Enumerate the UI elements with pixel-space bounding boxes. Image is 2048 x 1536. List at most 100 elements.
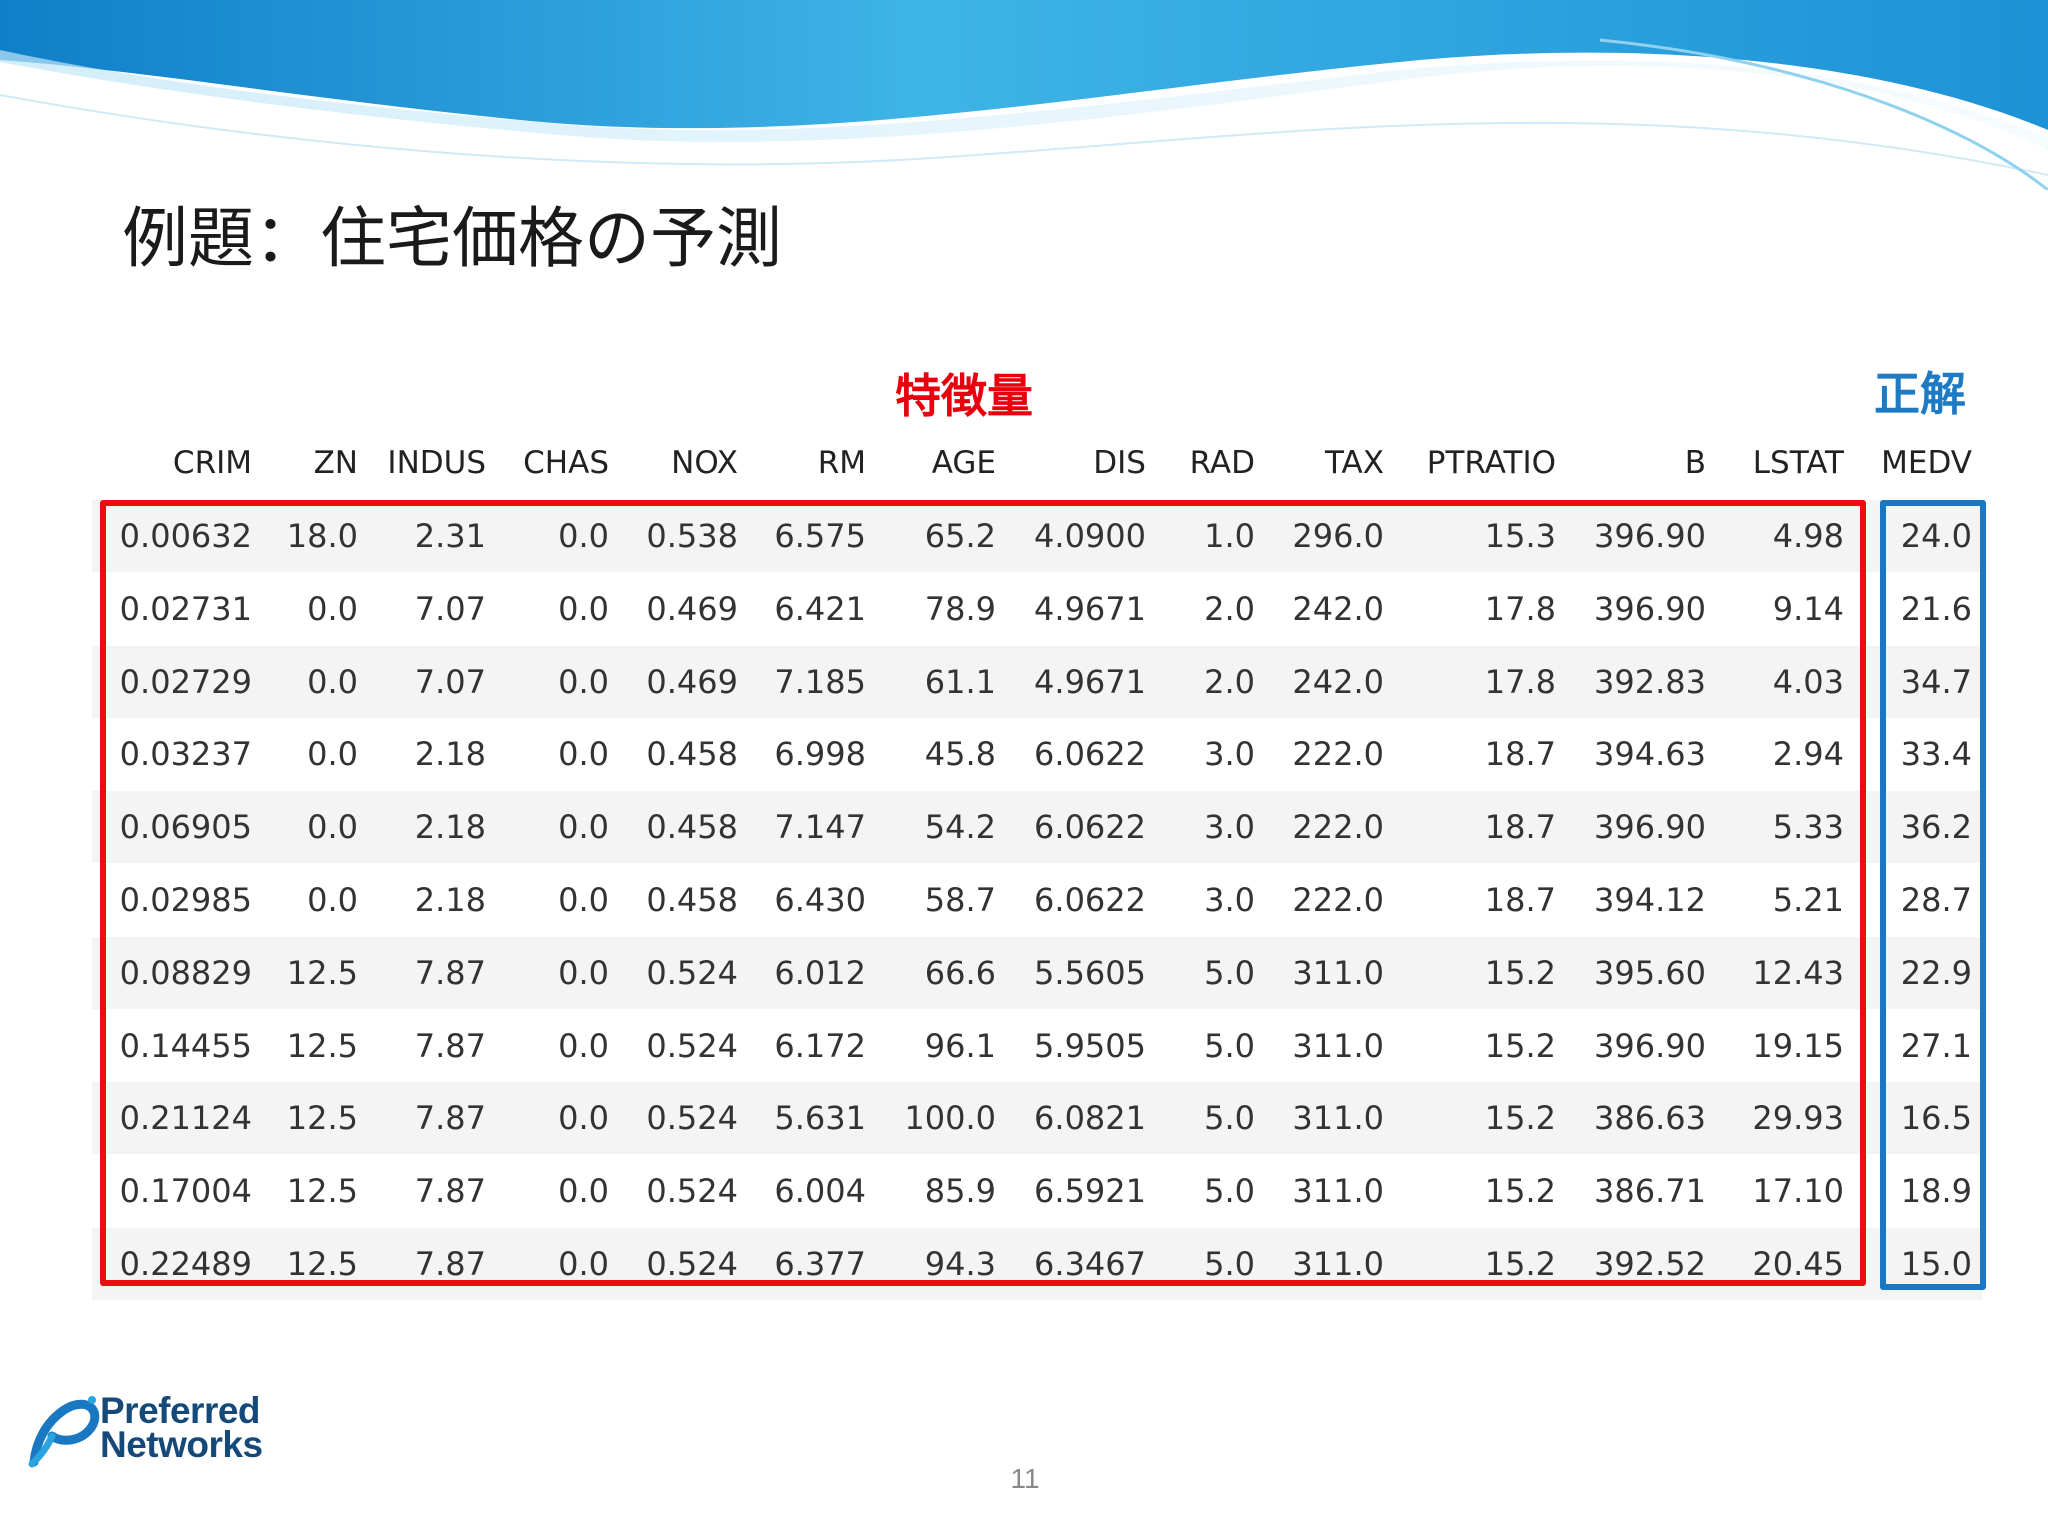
table-cell: 7.07 xyxy=(414,589,486,628)
table-cell: 0.00632 xyxy=(119,517,252,555)
table-cell: 18.0 xyxy=(286,517,358,555)
table-cell: 94.3 xyxy=(924,1245,996,1283)
table-cell: 0.02985 xyxy=(119,881,252,919)
table-cell: 396.90 xyxy=(1594,808,1706,847)
table-cell: 12.43 xyxy=(1752,953,1844,992)
table-cell: 5.33 xyxy=(1772,808,1844,847)
table-cell: 5.0 xyxy=(1204,1026,1255,1065)
table-cell: 29.93 xyxy=(1752,1099,1844,1138)
table-cell: 0.0 xyxy=(558,1172,609,1211)
table-cell: 5.631 xyxy=(774,1099,866,1138)
target-cell: 15.0 xyxy=(1900,1245,1972,1283)
table-cell: 0.524 xyxy=(646,1099,738,1138)
table-cell: 386.63 xyxy=(1594,1099,1706,1138)
table-cell: 2.18 xyxy=(414,881,486,919)
table-cell: 45.8 xyxy=(924,735,996,774)
table-cell: 5.21 xyxy=(1772,881,1844,919)
table-cell: 0.538 xyxy=(646,517,738,555)
table-cell: 0.524 xyxy=(646,1026,738,1065)
table-cell: 2.18 xyxy=(414,735,486,774)
page-number: 11 xyxy=(1010,1463,1040,1494)
table-cell: 7.87 xyxy=(414,1172,486,1211)
table-cell: 7.87 xyxy=(414,1099,486,1138)
column-header: RAD xyxy=(1189,445,1255,481)
table-cell: 18.7 xyxy=(1484,881,1556,919)
table-cell: 0.0 xyxy=(558,881,609,919)
column-header: TAX xyxy=(1325,445,1384,481)
table-cell: 0.02731 xyxy=(119,589,252,628)
table-cell: 394.12 xyxy=(1594,881,1706,919)
table-cell: 15.2 xyxy=(1484,1172,1556,1211)
target-cell: 33.4 xyxy=(1900,735,1972,774)
table-cell: 2.18 xyxy=(414,808,486,847)
slide-title: 例題：住宅価格の予測 xyxy=(122,200,782,277)
column-header: RM xyxy=(817,445,866,481)
table-cell: 0.0 xyxy=(558,953,609,992)
table-cell: 296.0 xyxy=(1292,517,1384,555)
row-stripe xyxy=(92,500,1982,572)
table-cell: 12.5 xyxy=(286,1245,358,1283)
table-cell: 4.98 xyxy=(1772,517,1844,555)
table-cell: 15.2 xyxy=(1484,1245,1556,1283)
table-cell: 242.0 xyxy=(1292,589,1384,628)
pfn-logo-icon xyxy=(28,1396,100,1468)
row-stripe xyxy=(92,645,1982,718)
target-cell: 21.6 xyxy=(1900,589,1972,628)
preferred-networks-logo: Preferred Networks xyxy=(26,1392,326,1468)
table-cell: 12.5 xyxy=(286,1172,358,1211)
table-cell: 0.02729 xyxy=(119,662,252,701)
table-cell: 222.0 xyxy=(1292,808,1384,847)
table-cell: 4.03 xyxy=(1772,662,1844,701)
table-cell: 0.0 xyxy=(307,735,358,774)
table-cell: 6.575 xyxy=(774,517,866,555)
table-cell: 12.5 xyxy=(286,1026,358,1065)
logo-wordmark: Preferred Networks xyxy=(100,1392,263,1463)
column-header: INDUS xyxy=(387,445,486,481)
table-cell: 15.2 xyxy=(1484,1099,1556,1138)
table-cell: 0.0 xyxy=(558,735,609,774)
column-header: ZN xyxy=(313,445,358,481)
table-cell: 395.60 xyxy=(1594,953,1706,992)
target-cell: 22.9 xyxy=(1900,953,1972,992)
table-cell: 0.0 xyxy=(558,1026,609,1065)
table-cell: 392.52 xyxy=(1594,1245,1706,1283)
table-cell: 0.21124 xyxy=(119,1099,252,1138)
table-cell: 0.0 xyxy=(558,662,609,701)
column-header: CRIM xyxy=(172,445,252,481)
table-cell: 0.06905 xyxy=(119,808,252,847)
table-cell: 54.2 xyxy=(924,808,996,847)
table-cell: 6.0622 xyxy=(1034,808,1146,847)
table-cell: 222.0 xyxy=(1292,735,1384,774)
table-cell: 100.0 xyxy=(904,1099,996,1138)
target-cell: 16.5 xyxy=(1900,1099,1972,1138)
table-cell: 61.1 xyxy=(924,662,996,701)
row-stripe xyxy=(92,791,1982,864)
row-stripe xyxy=(92,936,1982,1009)
table-cell: 7.147 xyxy=(774,808,866,847)
table-cell: 0.524 xyxy=(646,1245,738,1283)
table-cell: 5.0 xyxy=(1204,1172,1255,1211)
table-cell: 7.87 xyxy=(414,1245,486,1283)
table-cell: 242.0 xyxy=(1292,662,1384,701)
table-cell: 396.90 xyxy=(1594,1026,1706,1065)
table-cell: 5.0 xyxy=(1204,1099,1255,1138)
table-cell: 18.7 xyxy=(1484,735,1556,774)
table-cell: 85.9 xyxy=(924,1172,996,1211)
table-cell: 4.9671 xyxy=(1034,589,1146,628)
column-header: CHAS xyxy=(523,445,609,481)
table-cell: 0.0 xyxy=(558,1245,609,1283)
table-cell: 0.524 xyxy=(646,1172,738,1211)
column-header: MEDV xyxy=(1881,445,1972,481)
table-cell: 2.0 xyxy=(1204,662,1255,701)
table-cell: 311.0 xyxy=(1292,953,1384,992)
table-cell: 0.0 xyxy=(307,662,358,701)
table-cell: 19.15 xyxy=(1752,1026,1844,1065)
table-cell: 7.07 xyxy=(414,662,486,701)
table-cell: 396.90 xyxy=(1594,589,1706,628)
table-cell: 7.87 xyxy=(414,953,486,992)
column-header: PTRATIO xyxy=(1426,445,1556,481)
row-stripe xyxy=(92,1228,1982,1300)
table-cell: 17.8 xyxy=(1484,589,1556,628)
table-cell: 15.3 xyxy=(1484,517,1556,555)
column-header: LSTAT xyxy=(1752,445,1844,481)
